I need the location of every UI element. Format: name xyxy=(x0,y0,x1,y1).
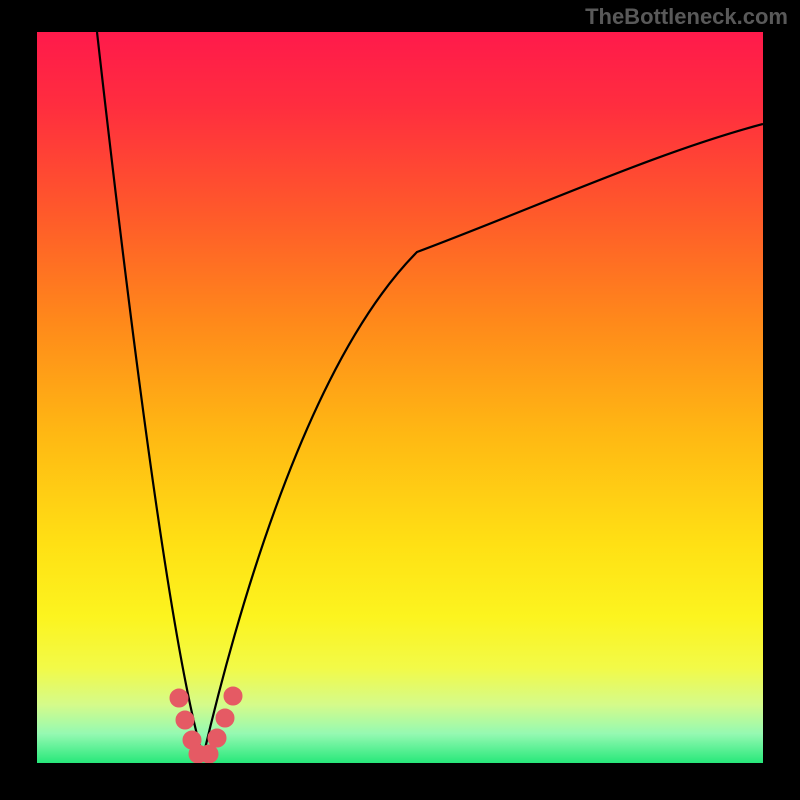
data-marker xyxy=(176,711,194,729)
data-marker xyxy=(170,689,188,707)
data-marker xyxy=(200,745,218,763)
plot-area xyxy=(37,32,763,763)
curve-overlay xyxy=(37,32,763,763)
chart-container: TheBottleneck.com xyxy=(0,0,800,800)
data-marker xyxy=(208,729,226,747)
bottleneck-curve xyxy=(97,32,763,757)
watermark-text: TheBottleneck.com xyxy=(585,4,788,30)
data-marker xyxy=(224,687,242,705)
data-marker xyxy=(216,709,234,727)
